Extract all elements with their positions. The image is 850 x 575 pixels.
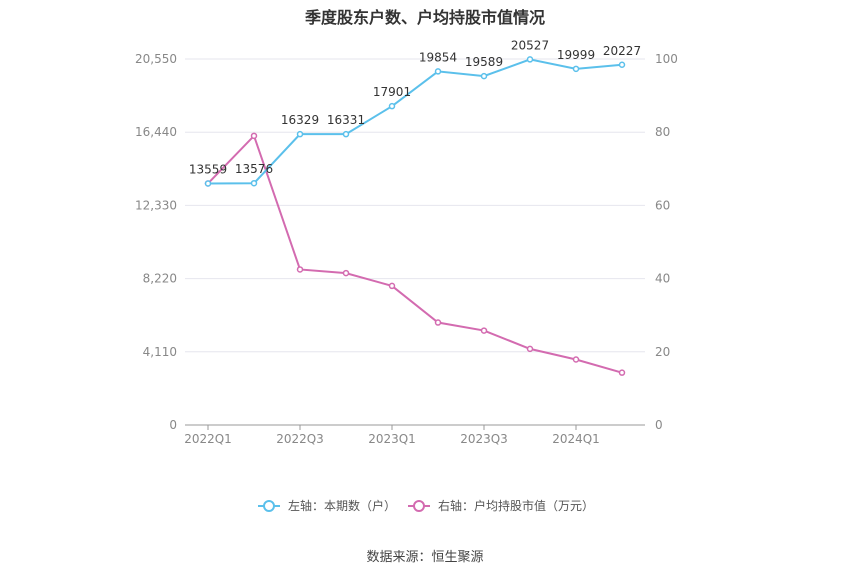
y-left-tick-label: 20,550	[135, 52, 177, 66]
x-tick-label: 2024Q1	[552, 432, 600, 446]
y-right-tick-label: 0	[655, 418, 663, 432]
x-tick-label: 2023Q3	[460, 432, 508, 446]
data-point	[480, 327, 488, 334]
data-point	[204, 180, 212, 187]
data-point	[572, 65, 580, 73]
legend-label: 左轴：本期数（户）	[288, 498, 396, 513]
y-left-tick-label: 8,220	[143, 272, 177, 286]
data-label: 16329	[281, 113, 319, 127]
x-tick-label: 2023Q1	[368, 432, 416, 446]
y-right-tick-label: 60	[655, 198, 670, 212]
data-point	[250, 179, 258, 187]
data-point	[618, 369, 626, 376]
data-point	[618, 61, 626, 69]
chart-title: 季度股东户数、户均持股市值情况	[304, 8, 545, 27]
y-left-tick-label: 4,110	[143, 345, 177, 359]
data-point	[434, 319, 442, 326]
data-point	[342, 269, 350, 277]
data-label: 13559	[189, 163, 227, 177]
data-label: 20527	[511, 38, 549, 52]
series-line	[207, 133, 623, 374]
data-point	[296, 266, 304, 273]
y-left-tick-label: 12,330	[135, 198, 177, 212]
data-point	[572, 356, 580, 363]
y-right-tick-label: 40	[655, 272, 670, 286]
legend-marker-circle	[413, 500, 425, 512]
data-label: 16331	[327, 113, 365, 127]
data-label: 17901	[373, 85, 411, 99]
source-text: 数据来源：恒生聚源	[366, 550, 484, 565]
data-point	[388, 282, 396, 290]
data-label: 19854	[419, 50, 457, 64]
x-tick-label: 2022Q3	[276, 432, 324, 446]
legend-label: 右轴：户均持股市值（万元）	[438, 498, 594, 513]
y-left-tick-label: 0	[169, 418, 177, 432]
data-point	[526, 345, 534, 353]
data-label: 19999	[557, 48, 595, 62]
data-point	[526, 56, 534, 63]
series-line	[207, 58, 623, 185]
data-point	[388, 102, 396, 110]
y-right-tick-label: 80	[655, 125, 670, 139]
data-label: 20227	[603, 44, 641, 58]
data-point	[342, 130, 350, 138]
y-right-tick-label: 20	[655, 345, 670, 359]
data-point	[296, 130, 304, 138]
data-point	[434, 68, 442, 75]
legend-marker-circle	[263, 500, 275, 512]
data-point	[250, 132, 258, 140]
data-label: 13576	[235, 162, 273, 176]
data-point	[480, 72, 488, 80]
data-label: 19589	[465, 55, 503, 69]
y-left-tick-label: 16,440	[135, 125, 177, 139]
y-right-tick-label: 100	[655, 52, 678, 66]
x-tick-label: 2022Q1	[184, 432, 232, 446]
